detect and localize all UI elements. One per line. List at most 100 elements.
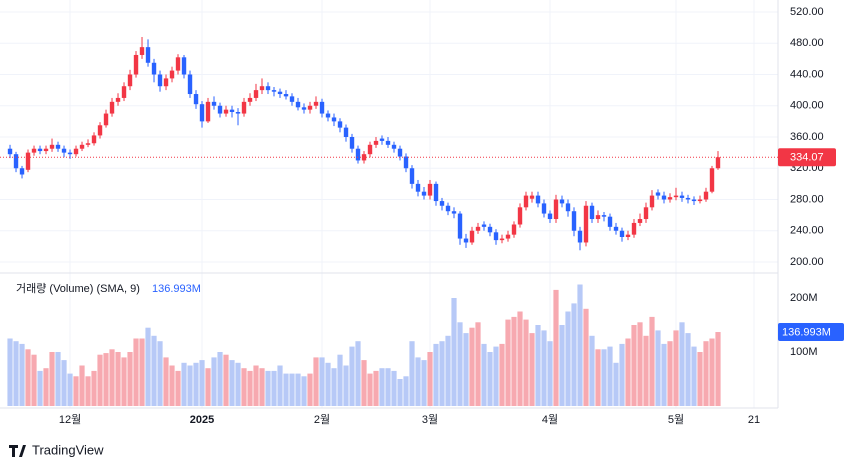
- candle-body: [355, 148, 361, 161]
- candle-body: [157, 74, 163, 87]
- volume-bar: [151, 335, 157, 406]
- candle-body: [43, 148, 49, 152]
- candle-body: [289, 96, 295, 102]
- volume-bar: [679, 322, 685, 406]
- volume-bar: [337, 354, 343, 406]
- candle-body: [331, 117, 337, 122]
- candle-body: [457, 213, 463, 239]
- volume-bar: [61, 360, 67, 406]
- volume-bar: [235, 362, 241, 406]
- x-tick-label: 21: [748, 414, 760, 426]
- y-tick-label: 360.00: [790, 131, 824, 143]
- volume-bar: [169, 365, 175, 406]
- volume-bar: [247, 370, 253, 406]
- candle-body: [193, 94, 199, 105]
- candle-body: [49, 144, 55, 149]
- candle-body: [169, 70, 175, 79]
- candle-body: [367, 144, 373, 155]
- candle-body: [181, 57, 187, 75]
- volume-bar: [97, 354, 103, 406]
- volume-bar: [685, 333, 691, 406]
- volume-bar: [241, 368, 247, 406]
- y-tick-label: 240.00: [790, 225, 824, 237]
- volume-bar: [475, 322, 481, 406]
- candle-body: [403, 156, 409, 169]
- volume-bar: [157, 341, 163, 406]
- volume-bar: [655, 330, 661, 406]
- candle-body: [55, 144, 61, 149]
- volume-bar: [301, 376, 307, 406]
- candle-body: [343, 127, 349, 137]
- volume-bar: [541, 330, 547, 406]
- volume-bar: [325, 362, 331, 406]
- volume-bar: [289, 373, 295, 406]
- volume-bar: [175, 370, 181, 406]
- volume-bar: [643, 335, 649, 406]
- volume-bar: [553, 289, 559, 406]
- volume-bar: [67, 373, 73, 406]
- candle-body: [493, 232, 499, 241]
- brand: TradingView: [32, 442, 104, 457]
- candle-body: [511, 224, 517, 235]
- volume-bar: [127, 352, 133, 406]
- volume-bar: [445, 335, 451, 406]
- volume-bar: [451, 298, 457, 406]
- x-tick-label: 5월: [668, 413, 684, 426]
- x-tick-label: 12월: [59, 413, 81, 426]
- volume-bar: [667, 341, 673, 406]
- y2-tick-label: 100M: [790, 346, 818, 358]
- volume-bar: [385, 368, 391, 406]
- candle-body: [127, 74, 133, 87]
- candle-body: [349, 137, 355, 149]
- candle-body: [307, 105, 313, 110]
- volume-bar: [25, 349, 31, 406]
- candle-body: [7, 148, 13, 155]
- candle-body: [259, 86, 265, 91]
- volume-bar: [517, 311, 523, 406]
- volume-bar: [697, 352, 703, 406]
- candle-body: [649, 195, 655, 208]
- volume-bar: [511, 316, 517, 406]
- volume-bar: [637, 322, 643, 406]
- candle-body: [583, 205, 589, 243]
- candle-body: [73, 148, 79, 155]
- volume-bar: [595, 349, 601, 406]
- volume-bar: [271, 370, 277, 406]
- volume-bar: [409, 341, 415, 406]
- candle-body: [397, 148, 403, 157]
- volume-bar: [493, 346, 499, 406]
- candle-body: [463, 238, 469, 243]
- volume-bar: [367, 373, 373, 406]
- candles: [7, 37, 721, 251]
- candle-body: [247, 97, 253, 102]
- volume-bar: [613, 362, 619, 406]
- candle-body: [469, 230, 475, 243]
- candle-body: [253, 90, 259, 98]
- candle-body: [541, 203, 547, 214]
- candle-body: [589, 205, 595, 220]
- candle-body: [199, 104, 205, 122]
- volume-bar: [619, 343, 625, 406]
- volume-bar: [559, 325, 565, 406]
- candle-body: [709, 168, 715, 192]
- volume-title: 거래량 (Volume) (SMA, 9): [16, 282, 140, 295]
- volume-bar: [373, 370, 379, 406]
- volume-bar: [85, 376, 91, 406]
- volume-bar: [631, 325, 637, 406]
- volume-bar: [307, 373, 313, 406]
- volume-bar: [259, 368, 265, 406]
- y-tick-label: 400.00: [790, 100, 824, 112]
- candle-body: [679, 195, 685, 198]
- volume-bar: [43, 368, 49, 406]
- candle-body: [535, 195, 541, 204]
- candle-body: [619, 230, 625, 237]
- candle-body: [685, 197, 691, 200]
- volume-bar: [133, 338, 139, 406]
- candle-body: [151, 62, 157, 75]
- candle-body: [643, 207, 649, 220]
- volume-bar: [73, 376, 79, 406]
- candle-body: [715, 157, 721, 169]
- volume-bar: [607, 346, 613, 406]
- volume-bar: [487, 352, 493, 406]
- candle-body: [139, 47, 145, 55]
